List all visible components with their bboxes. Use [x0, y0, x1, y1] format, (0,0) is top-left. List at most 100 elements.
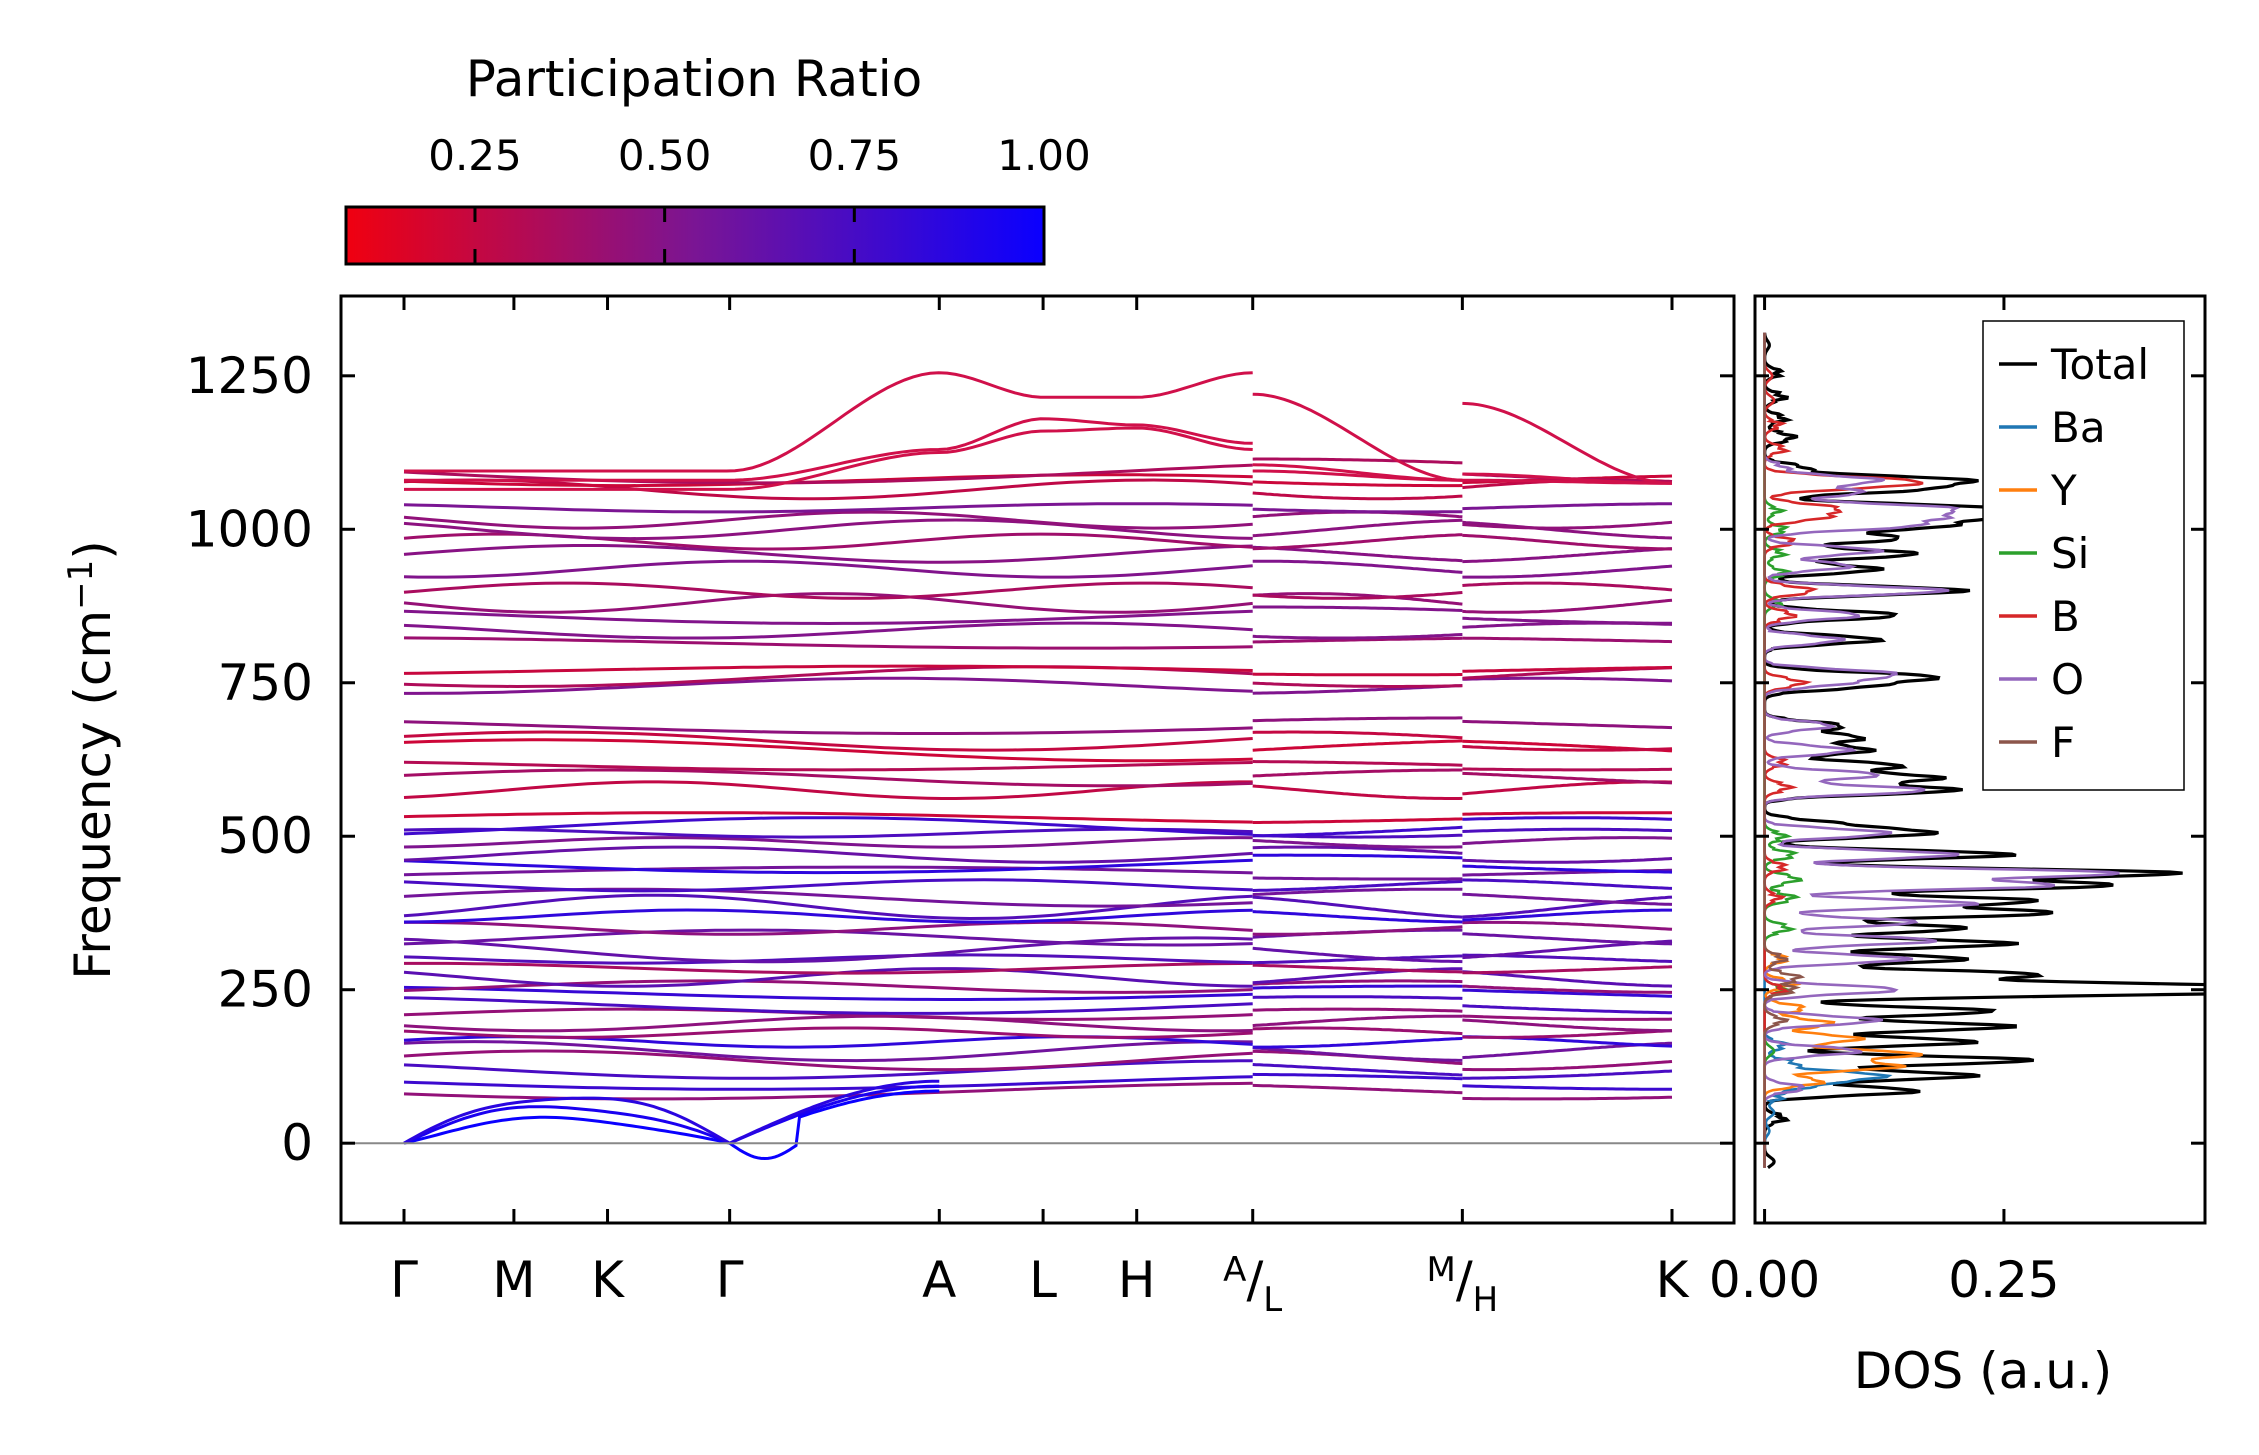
band-line: [1252, 895, 1463, 919]
dos-series-Y: [1763, 332, 1923, 1168]
band-line: [1252, 559, 1463, 574]
dos-series-F: [1763, 332, 1806, 1168]
band-line: [1252, 768, 1463, 778]
dos-frame: [1753, 294, 2207, 1225]
band-line: [403, 878, 1253, 893]
band-line: [403, 985, 1253, 1001]
band-line: [1462, 932, 1673, 946]
band-line: [1462, 920, 1673, 931]
band-line: [403, 865, 1253, 877]
band-line: [1462, 520, 1673, 530]
dos-series-O: [1763, 332, 2120, 1168]
band-line: [1462, 1069, 1673, 1080]
band-line: [403, 816, 1253, 836]
band-line: [403, 836, 1253, 849]
dos-x-tick-label: 0.25: [1948, 1251, 2059, 1309]
band-line: [1462, 857, 1673, 864]
band-line: [1252, 1037, 1463, 1049]
band-line: [403, 845, 1253, 864]
y-tick-label: 0: [281, 1114, 313, 1172]
band-line: [1462, 1060, 1673, 1072]
ylabel-close: ): [64, 540, 122, 560]
band-line: [1252, 739, 1463, 752]
band-line: [1462, 771, 1673, 785]
band-line: [403, 953, 1253, 965]
band-line: [1462, 1084, 1672, 1091]
band-line: [403, 908, 1253, 924]
dos-y-ticks: [1755, 374, 2205, 1145]
band-line: [1462, 836, 1673, 846]
acoustic-branch: [403, 1096, 731, 1145]
band-line: [1462, 1095, 1673, 1101]
band-line: [1462, 1018, 1672, 1033]
legend-label: Total: [2050, 340, 2149, 389]
legend-label: B: [2051, 592, 2080, 641]
band-line: [404, 676, 1253, 695]
band-line: [403, 936, 1253, 964]
high-band-line: [404, 426, 1253, 491]
dos-x-ticks: 0.00 0.25: [1709, 296, 2060, 1309]
band-line: [1252, 1014, 1463, 1028]
y-tick-label: 500: [218, 807, 313, 865]
colorbar-ticks: 0.25 0.50 0.75 1.00: [428, 131, 1091, 264]
band-line: [1252, 954, 1463, 965]
colorbar-tick-label: 0.25: [428, 131, 522, 180]
band-line: [403, 720, 1253, 735]
band-line: [1252, 716, 1463, 723]
band-line: [1252, 633, 1463, 640]
legend-label: O: [2051, 655, 2084, 704]
band-line: [403, 1026, 1253, 1039]
dos-lines: [1763, 332, 2205, 1169]
band-line: [1252, 1049, 1463, 1066]
ylabel-main: Frequency (cm: [64, 610, 122, 980]
dos-series-Total: [1763, 332, 2205, 1169]
band-line: [403, 621, 1253, 640]
k-tick-label: A/L: [1223, 1250, 1282, 1320]
y-tick-label: 1000: [186, 500, 313, 558]
band-line: [403, 1081, 1253, 1101]
high-band-line: [404, 417, 1253, 482]
band-line: [1252, 887, 1463, 897]
band-line: [1252, 1083, 1463, 1095]
band-line: [1252, 1046, 1463, 1062]
band-line: [404, 920, 1253, 936]
band-line: [1462, 895, 1673, 919]
band-line: [1252, 784, 1463, 800]
band-line: [1252, 876, 1463, 881]
band-line: [403, 664, 1253, 675]
band-line: [1462, 767, 1673, 772]
band-line: [403, 518, 1253, 541]
band-line: [1252, 591, 1463, 600]
band-line: [1252, 979, 1463, 986]
band-line: [1462, 1029, 1673, 1039]
band-line: [1252, 592, 1463, 606]
band-line: [1252, 817, 1463, 824]
band-line: [1252, 730, 1463, 740]
band-line: [1462, 908, 1672, 922]
band-line: [403, 730, 1253, 752]
band-line: [1462, 780, 1672, 796]
band-lines: [403, 371, 1673, 1161]
band-line: [1462, 547, 1673, 564]
y-tick-label: 750: [218, 654, 313, 712]
band-line: [403, 463, 1253, 485]
band-line: [1462, 564, 1673, 579]
band-line: [1462, 520, 1673, 540]
band-frame: [339, 294, 1736, 1225]
band-line: [1462, 598, 1673, 614]
band-line: [1252, 1063, 1463, 1077]
band-line: [1462, 878, 1673, 890]
band-line: [1462, 988, 1673, 998]
band-line: [1462, 816, 1673, 821]
band-line: [403, 609, 1253, 626]
band-line: [1462, 616, 1672, 625]
band-line: [1252, 946, 1463, 964]
band-line: [403, 1040, 1253, 1063]
band-line: [1462, 892, 1673, 906]
band-line: [1462, 581, 1673, 592]
band-line: [1252, 533, 1463, 551]
band-line: [1252, 853, 1463, 860]
dos-x-tick-label: 0.00: [1709, 1251, 1820, 1309]
band-line: [403, 510, 1253, 530]
band-line: [1252, 1026, 1463, 1036]
